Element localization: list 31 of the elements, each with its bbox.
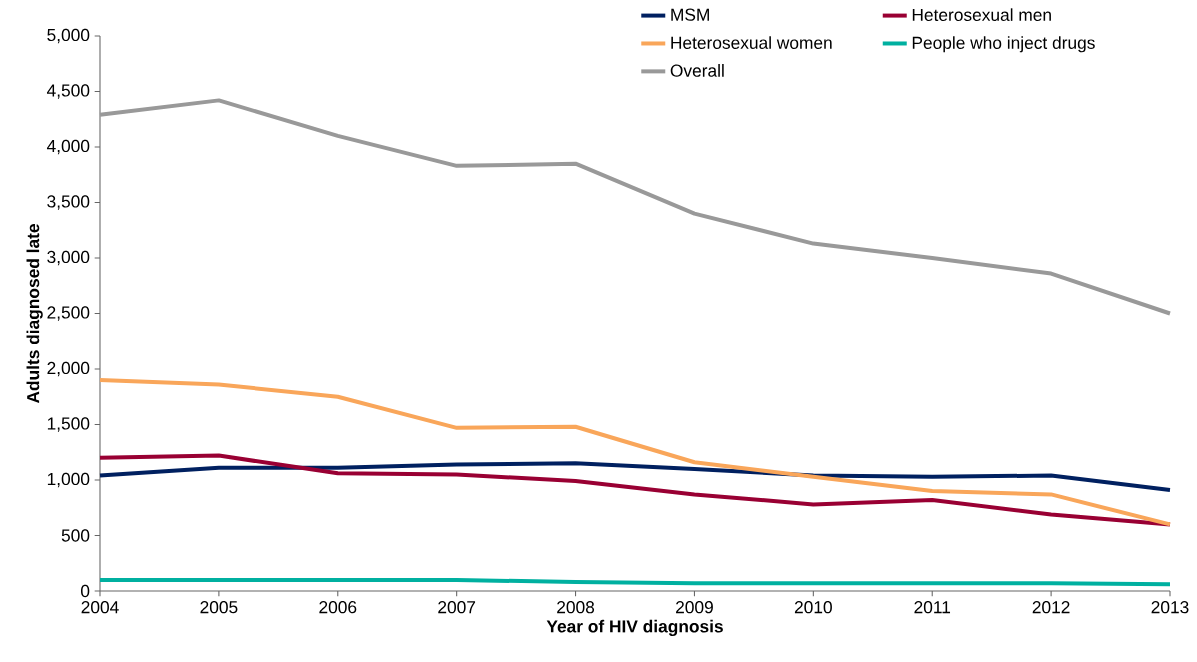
y-tick-label: 2,000 — [47, 361, 90, 377]
legend-label: MSM — [671, 8, 709, 21]
line-series — [98, 98, 1172, 316]
x-tick-label: 2011 — [914, 601, 951, 614]
y-tick-label: 3,500 — [47, 195, 90, 210]
y-tick-label: 500 — [61, 529, 90, 542]
x-tick-label: 2012 — [1032, 601, 1070, 614]
y-tick-label: 1,000 — [47, 472, 90, 488]
legend-label: Heterosexual women — [671, 36, 832, 49]
y-axis-title: Adults diagnosed late — [26, 224, 43, 404]
legend-label: Heterosexual men — [912, 8, 1051, 22]
y-tick-label: 4,500 — [46, 84, 90, 99]
x-tick-label: 2007 — [438, 601, 476, 614]
y-tick-label: 0 — [80, 584, 90, 598]
x-tick-label: 2008 — [557, 601, 595, 614]
y-tick-label: 2,500 — [47, 306, 90, 321]
y-tick-label: 1,500 — [47, 417, 90, 432]
line-series — [98, 461, 1172, 492]
x-axis-title: Year of HIV diagnosis — [546, 619, 723, 637]
y-tick-label: 3,000 — [47, 250, 90, 266]
x-tick-label: 2005 — [200, 601, 238, 614]
x-tick-label: 2010 — [794, 601, 832, 614]
x-tick-label: 2009 — [676, 601, 713, 614]
legend-label: People who inject drugs — [912, 36, 1095, 53]
x-tick-label: 2004 — [81, 601, 119, 614]
x-tick-label: 2013 — [1151, 601, 1189, 614]
line-series — [98, 378, 1172, 527]
y-tick-label: 5,000 — [47, 28, 90, 44]
legend-label: Overall — [670, 64, 724, 77]
x-tick-label: 2006 — [319, 601, 357, 614]
y-tick-label: 4,000 — [46, 139, 90, 155]
